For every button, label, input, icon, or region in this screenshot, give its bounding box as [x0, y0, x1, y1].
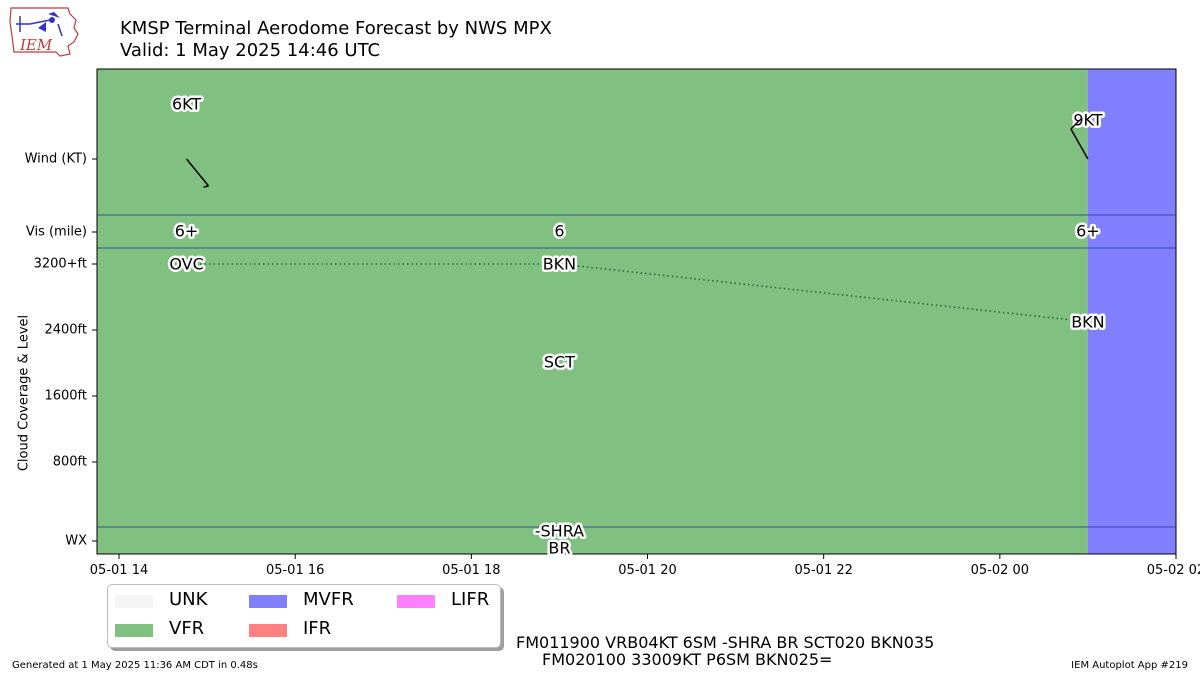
wind-label-1: 9KT — [1073, 111, 1102, 130]
cloud-label-0: OVC — [169, 255, 203, 274]
footer-generated: Generated at 1 May 2025 11:36 AM CDT in … — [12, 660, 258, 671]
cloud-label-0-halo: OVC — [169, 255, 203, 274]
cloud-label-2: SCT — [544, 353, 575, 372]
cloud-tick-label-3: 3200+ft — [34, 257, 87, 272]
legend-swatch-unk — [115, 595, 153, 608]
cloud-label-1: BKN — [543, 255, 576, 274]
wx-label-0-0: -SHRA — [535, 522, 584, 541]
legend: UNK VFR MVFR IFR LIFR — [107, 584, 501, 648]
logo-text: IEM — [19, 36, 53, 54]
x-tick-label-3: 05-01 20 — [618, 563, 676, 578]
vis-label-0-halo: 6+ — [175, 222, 199, 241]
cloud-axis-label: Cloud Coverage & Level — [17, 315, 32, 471]
chart-title: KMSP Terminal Aerodome Forecast by NWS M… — [120, 18, 552, 39]
cloud-label-3-halo: BKN — [1071, 312, 1104, 331]
cloud-label-1-halo: BKN — [543, 255, 576, 274]
legend-swatch-mvfr — [249, 595, 287, 608]
legend-label-mvfr: MVFR — [303, 589, 354, 610]
x-tick-label-6: 05-02 02 — [1147, 563, 1200, 578]
vis-label-2-halo: 6+ — [1076, 222, 1100, 241]
taf-text-line-2: FM020100 33009KT P6SM BKN025= — [542, 650, 833, 669]
legend-swatch-vfr — [115, 624, 153, 637]
legend-label-ifr: IFR — [303, 618, 332, 639]
category-band-mvfr — [1087, 69, 1176, 554]
x-tick-label-4: 05-01 22 — [794, 563, 852, 578]
x-tick-label-5: 05-02 00 — [971, 563, 1029, 578]
wind-barb-1 — [1070, 128, 1089, 160]
vis-label-1: 6 — [554, 222, 564, 241]
x-tick-label-1: 05-01 16 — [266, 563, 324, 578]
wx-label-0-1: BR — [548, 539, 570, 558]
category-band-vfr — [97, 69, 1088, 554]
vis-label-1-halo: 6 — [554, 222, 564, 241]
taf-text-line-1: FM011900 VRB04KT 6SM -SHRA BR SCT020 BKN… — [516, 633, 935, 652]
wx-label-0-1-halo: BR — [548, 539, 570, 558]
cloud-label-2-halo: SCT — [544, 353, 575, 372]
row-label-wx: WX — [65, 534, 87, 549]
legend-label-vfr: VFR — [169, 618, 205, 639]
cloud-label-3: BKN — [1071, 312, 1104, 331]
footer-app: IEM Autoplot App #219 — [1071, 660, 1188, 671]
legend-label-lifr: LIFR — [451, 589, 490, 610]
row-label-vis: Vis (mile) — [26, 225, 87, 240]
row-label-wind: Wind (KT) — [25, 152, 87, 167]
legend-label-unk: UNK — [169, 589, 208, 610]
cloud-tick-label-2: 2400ft — [44, 323, 87, 338]
vis-label-2: 6+ — [1076, 222, 1100, 241]
plot-frame — [96, 68, 1177, 555]
x-tick-label-2: 05-01 18 — [442, 563, 500, 578]
wx-label-0-0-halo: -SHRA — [535, 522, 584, 541]
legend-swatch-lifr — [397, 595, 435, 608]
wind-barb-0 — [185, 158, 210, 187]
cloud-tick-label-1: 1600ft — [44, 389, 87, 404]
wind-barb-flag-1 — [1070, 119, 1081, 130]
wind-label-0: 6KT — [172, 95, 201, 114]
cloud-tick-label-0: 800ft — [53, 455, 87, 470]
wind-barb-flag-0 — [203, 185, 209, 188]
legend-swatch-ifr — [249, 624, 287, 637]
vis-label-0: 6+ — [175, 222, 199, 241]
wind-label-1-halo: 9KT — [1073, 111, 1102, 130]
wind-label-0-halo: 6KT — [172, 95, 201, 114]
x-tick-label-0: 05-01 14 — [90, 563, 148, 578]
iem-logo: IEM — [9, 7, 79, 57]
chart-subtitle: Valid: 1 May 2025 14:46 UTC — [120, 40, 381, 61]
